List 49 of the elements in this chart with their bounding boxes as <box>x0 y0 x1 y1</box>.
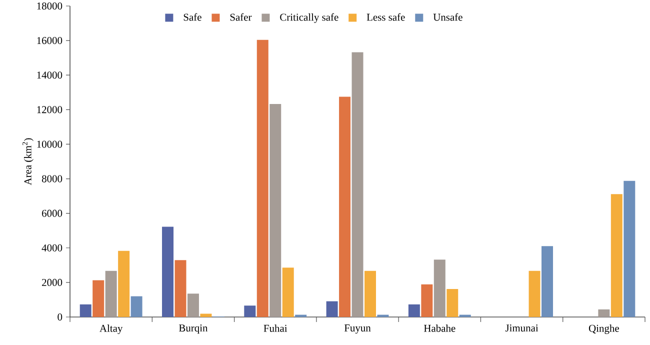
bar <box>118 250 130 317</box>
y-tick-label: 0 <box>58 313 62 321</box>
bar <box>105 270 117 317</box>
bar <box>130 296 142 317</box>
y-tick-label: 6000 <box>42 210 62 217</box>
y-axis-title: Area (km$^{2}$) <box>22 138 34 186</box>
bar <box>610 194 622 317</box>
x-tick-label: Qinghe <box>588 324 619 334</box>
bar <box>364 270 376 317</box>
bar <box>528 270 540 317</box>
bar <box>256 40 268 317</box>
x-tick-label: Altay <box>100 324 123 334</box>
bar <box>174 260 186 317</box>
bar <box>434 260 446 317</box>
y-tick-label: 18000 <box>37 2 62 10</box>
legend-label: Less safe <box>366 13 405 21</box>
y-tick-label: 4000 <box>42 244 62 252</box>
bar <box>446 289 458 317</box>
bar <box>282 268 294 317</box>
bar <box>421 284 433 317</box>
bar <box>187 294 199 317</box>
x-tick-label: Jimunai <box>505 324 538 332</box>
bar <box>542 246 554 317</box>
bar <box>162 226 174 317</box>
x-tick-label: Fuhai <box>264 324 288 332</box>
y-tick-label: 14000 <box>37 72 62 79</box>
legend-label: Critically safe <box>280 13 338 23</box>
y-tick-label: 12000 <box>37 106 62 114</box>
bar <box>244 306 256 317</box>
y-tick-label: 8000 <box>42 175 62 182</box>
y-tick-label: 16000 <box>37 37 62 44</box>
legend-label: Unsafe <box>433 13 462 21</box>
bar <box>408 304 420 317</box>
legend-label: Safe <box>184 13 202 21</box>
bar <box>80 304 92 317</box>
y-tick-label: 10000 <box>37 140 62 148</box>
bar <box>270 104 282 317</box>
x-tick-label: Habahe <box>424 324 456 332</box>
y-tick-label: 2000 <box>42 278 62 286</box>
bar <box>598 309 610 317</box>
bar <box>326 301 338 317</box>
bar <box>92 280 104 317</box>
bar <box>352 52 364 317</box>
x-tick-label: Fuyun <box>344 324 371 334</box>
bar <box>200 314 212 317</box>
bar <box>624 180 636 317</box>
x-tick-label: Burqin <box>178 324 208 334</box>
legend-label: Safer <box>230 13 252 21</box>
bar <box>339 96 351 317</box>
